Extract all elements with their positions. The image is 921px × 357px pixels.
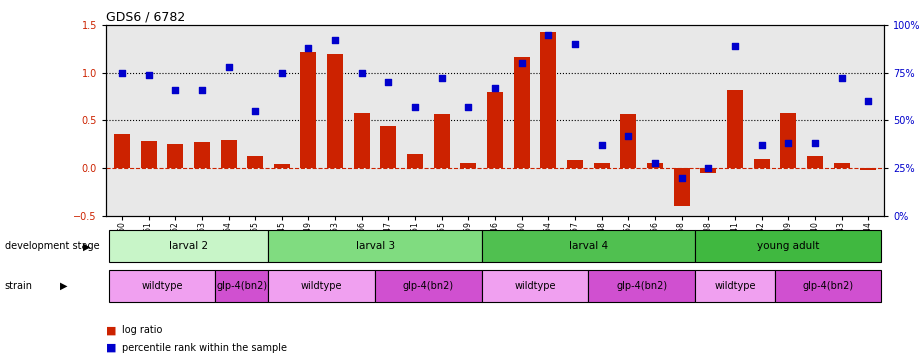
- Bar: [109, 270, 216, 302]
- Point: [594, 142, 609, 148]
- Point: [567, 41, 582, 47]
- Bar: [354, 113, 369, 168]
- Text: wildtype: wildtype: [141, 281, 182, 291]
- Point: [861, 99, 876, 104]
- Bar: [482, 270, 589, 302]
- Point: [435, 76, 449, 81]
- Bar: [114, 134, 130, 168]
- Text: GDS6 / 6782: GDS6 / 6782: [106, 11, 185, 24]
- Text: larval 2: larval 2: [169, 241, 208, 251]
- Bar: [541, 32, 556, 168]
- Bar: [775, 270, 881, 302]
- Text: glp-4(bn2): glp-4(bn2): [402, 281, 454, 291]
- Bar: [727, 90, 743, 168]
- Bar: [216, 270, 269, 302]
- Text: development stage: development stage: [5, 241, 99, 251]
- Point: [728, 43, 742, 49]
- Point: [274, 70, 289, 76]
- Bar: [780, 113, 797, 168]
- Text: larval 3: larval 3: [356, 241, 395, 251]
- Text: wildtype: wildtype: [301, 281, 343, 291]
- Bar: [193, 142, 210, 168]
- Text: ▶: ▶: [83, 241, 90, 251]
- Text: glp-4(bn2): glp-4(bn2): [802, 281, 854, 291]
- Text: wildtype: wildtype: [714, 281, 755, 291]
- Text: young adult: young adult: [757, 241, 820, 251]
- Bar: [247, 156, 263, 168]
- Text: glp-4(bn2): glp-4(bn2): [616, 281, 667, 291]
- Bar: [482, 230, 695, 262]
- Point: [621, 133, 635, 139]
- Bar: [834, 164, 849, 168]
- Point: [647, 160, 662, 165]
- Point: [408, 104, 423, 110]
- Bar: [695, 270, 775, 302]
- Bar: [434, 114, 449, 168]
- Point: [114, 70, 129, 76]
- Bar: [753, 159, 770, 168]
- Point: [461, 104, 476, 110]
- Bar: [621, 114, 636, 168]
- Bar: [647, 164, 663, 168]
- Bar: [589, 270, 695, 302]
- Bar: [695, 230, 881, 262]
- Point: [488, 85, 503, 91]
- Bar: [567, 160, 583, 168]
- Text: percentile rank within the sample: percentile rank within the sample: [122, 343, 287, 353]
- Bar: [168, 144, 183, 168]
- Bar: [269, 270, 375, 302]
- Bar: [327, 54, 344, 168]
- Bar: [109, 230, 269, 262]
- Bar: [514, 56, 530, 168]
- Point: [808, 141, 822, 146]
- Point: [541, 32, 555, 37]
- Text: wildtype: wildtype: [514, 281, 555, 291]
- Point: [514, 60, 529, 66]
- Point: [834, 76, 849, 81]
- Point: [754, 142, 769, 148]
- Point: [301, 45, 316, 51]
- Point: [194, 87, 209, 93]
- Point: [701, 165, 716, 171]
- Bar: [141, 141, 157, 168]
- Bar: [300, 52, 317, 168]
- Text: larval 4: larval 4: [569, 241, 608, 251]
- Point: [248, 108, 262, 114]
- Bar: [807, 156, 822, 168]
- Bar: [274, 165, 290, 168]
- Text: strain: strain: [5, 281, 32, 291]
- Point: [674, 175, 689, 181]
- Point: [141, 72, 156, 77]
- Point: [355, 70, 369, 76]
- Bar: [460, 164, 476, 168]
- Point: [168, 87, 182, 93]
- Point: [328, 37, 343, 43]
- Bar: [487, 92, 503, 168]
- Bar: [380, 126, 396, 168]
- Text: ■: ■: [106, 325, 116, 335]
- Text: ■: ■: [106, 343, 116, 353]
- Bar: [594, 162, 610, 168]
- Text: ▶: ▶: [60, 281, 67, 291]
- Bar: [407, 154, 423, 168]
- Bar: [700, 168, 717, 173]
- Text: glp-4(bn2): glp-4(bn2): [216, 281, 267, 291]
- Text: log ratio: log ratio: [122, 325, 163, 335]
- Bar: [269, 230, 482, 262]
- Point: [381, 80, 396, 85]
- Bar: [860, 168, 876, 170]
- Bar: [220, 140, 237, 168]
- Bar: [375, 270, 482, 302]
- Point: [221, 64, 236, 70]
- Bar: [673, 168, 690, 206]
- Point: [781, 141, 796, 146]
